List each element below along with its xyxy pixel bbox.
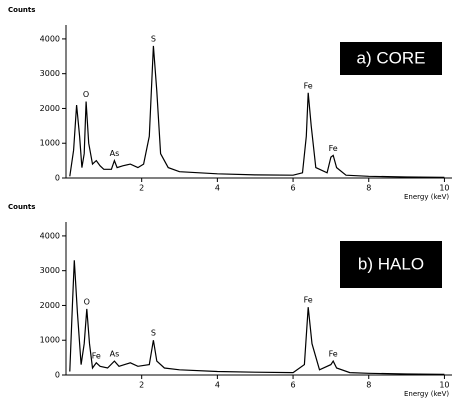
x-axis-label: Energy (keV) — [404, 390, 449, 398]
panel: Counts Energy (keV) 0 1000 2000 3000 4000 2 4 6 8 1… — [8, 203, 452, 398]
x-tick-label: 6 — [291, 381, 296, 390]
label-box — [340, 241, 442, 288]
x-tick-label: 8 — [366, 184, 371, 193]
y-axis-label: Counts — [8, 203, 35, 211]
panel: Counts Energy (keV) 0 1000 2000 3000 4000 2 4 6 8 1… — [8, 6, 452, 201]
label-box — [340, 42, 442, 75]
y-tick-label: 1000 — [40, 139, 60, 148]
peak-label: As — [110, 149, 120, 158]
peak-label: As — [110, 350, 120, 359]
y-tick-label: 0 — [55, 174, 60, 183]
x-tick-label: 10 — [439, 184, 449, 193]
peak-label: O — [83, 90, 89, 99]
x-tick-label: 8 — [366, 381, 371, 390]
y-tick-label: 1000 — [40, 336, 60, 345]
peak-label: Fe — [304, 81, 313, 90]
peak-label: S — [151, 34, 156, 43]
peak-label: O — [84, 297, 90, 306]
peak-label: Fe — [92, 351, 101, 360]
x-tick-label: 4 — [215, 184, 220, 193]
panel-label: b) HALO — [358, 254, 424, 273]
spectrum-line — [69, 45, 445, 178]
x-axis-label: Energy (keV) — [404, 193, 449, 201]
peak-label: Fe — [329, 350, 338, 359]
y-tick-label: 3000 — [40, 69, 60, 78]
x-tick-label: 2 — [139, 184, 144, 193]
y-tick-label: 2000 — [40, 301, 60, 310]
x-tick-label: 2 — [139, 381, 144, 390]
x-tick-label: 6 — [291, 184, 296, 193]
y-axis-label: Counts — [8, 6, 35, 14]
y-tick-label: 4000 — [40, 231, 60, 240]
panel-label: a) CORE — [357, 48, 426, 67]
peak-label: Fe — [304, 296, 313, 305]
y-tick-label: 2000 — [40, 104, 60, 113]
spectrum-line — [69, 260, 445, 375]
x-tick-label: 10 — [439, 381, 449, 390]
peak-label: S — [151, 329, 156, 338]
y-tick-label: 3000 — [40, 266, 60, 275]
peak-label: Fe — [329, 144, 338, 153]
y-tick-label: 0 — [55, 371, 60, 380]
y-tick-label: 4000 — [40, 34, 60, 43]
x-tick-label: 4 — [215, 381, 220, 390]
